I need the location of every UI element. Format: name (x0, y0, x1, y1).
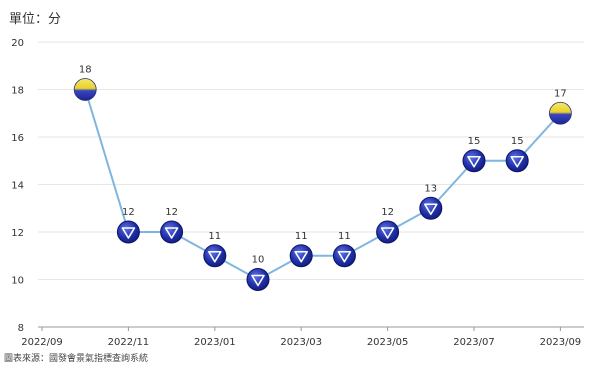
blue-signal-point (505, 149, 529, 173)
x-tick-label: 2023/05 (367, 337, 409, 348)
down-triangle-icon (121, 227, 136, 239)
y-tick-label: 10 (11, 276, 24, 287)
blue-signal-point (203, 244, 227, 268)
down-triangle-icon (380, 227, 395, 239)
yellow-blue-signal-point (549, 101, 572, 125)
blue-signal-point (160, 220, 184, 244)
data-label: 12 (165, 207, 178, 218)
data-label: 11 (338, 231, 351, 242)
data-label: 17 (554, 88, 567, 99)
x-tick-label: 2023/01 (194, 337, 236, 348)
down-triangle-icon (294, 250, 309, 263)
down-triangle-icon (423, 203, 438, 216)
down-triangle-icon (467, 155, 481, 168)
x-tick-label: 2023/09 (540, 337, 582, 348)
x-tick-label: 2023/07 (453, 337, 495, 348)
x-tick-label: 2022/11 (108, 337, 150, 348)
data-label: 11 (295, 231, 308, 242)
y-tick-label: 20 (11, 38, 24, 49)
x-tick-label: 2023/03 (280, 337, 322, 348)
y-tick-label: 14 (11, 181, 24, 192)
data-label: 18 (79, 65, 92, 76)
data-label: 15 (511, 136, 524, 147)
down-triangle-icon (337, 250, 352, 263)
blue-signal-point (332, 244, 356, 268)
blue-signal-point (462, 149, 486, 173)
data-label: 11 (208, 231, 221, 242)
data-label: 10 (252, 255, 265, 266)
data-label: 13 (424, 183, 437, 194)
down-triangle-icon (510, 155, 525, 168)
blue-signal-point (376, 220, 400, 244)
down-triangle-icon (251, 274, 265, 287)
y-tick-label: 8 (18, 323, 24, 334)
data-label: 15 (468, 136, 481, 147)
y-tick-label: 16 (11, 133, 24, 144)
unit-label: 單位：分 (9, 12, 62, 27)
x-tick-label: 2022/09 (21, 337, 63, 348)
y-tick-label: 18 (11, 86, 24, 97)
blue-signal-point (419, 196, 443, 220)
blue-signal-point (289, 244, 313, 268)
data-label: 12 (381, 207, 394, 218)
blue-signal-point (246, 268, 270, 291)
y-tick-label: 12 (11, 228, 24, 239)
down-triangle-icon (208, 250, 222, 263)
yellow-blue-signal-point (73, 78, 97, 101)
down-triangle-icon (164, 227, 179, 239)
data-label: 12 (122, 207, 135, 218)
source-note: 圖表來源：國發會景氣指標查詢系統 (4, 354, 149, 364)
blue-signal-point (116, 220, 140, 244)
